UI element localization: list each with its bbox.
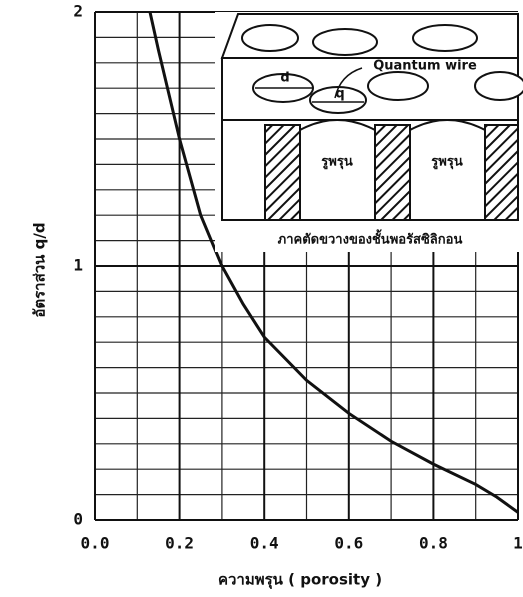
x-tick-label: 0.2	[165, 534, 194, 553]
y-tick-label: 0	[73, 510, 83, 529]
x-tick-label: 1	[513, 534, 523, 553]
inset-diagram: d Quantum wire q รูพรุน รูพรุน ภาคตัดขวา…	[215, 12, 523, 252]
inset-label: q	[335, 87, 344, 102]
inset-label: รูพรุน	[321, 155, 353, 170]
x-tick-label: 0.8	[419, 534, 448, 553]
y-tick-label: 1	[73, 256, 83, 275]
inset-label: รูพรุน	[431, 155, 463, 170]
chart: 0.0 0.2 0.4 0.6 0.8 1 0 1 2 d Quantum wire q รูพ…	[0, 0, 523, 597]
x-axis-label: ความพรุน ( porosity )	[218, 571, 382, 590]
x-tick-label: 0.0	[81, 534, 110, 553]
inset-label: d	[280, 71, 289, 86]
inset-label: Quantum wire	[373, 59, 477, 74]
y-tick-label: 2	[73, 2, 83, 21]
x-tick-label: 0.6	[334, 534, 363, 553]
x-tick-label: 0.4	[250, 534, 279, 553]
y-axis-label: อัตราส่วน q/d	[31, 222, 49, 317]
